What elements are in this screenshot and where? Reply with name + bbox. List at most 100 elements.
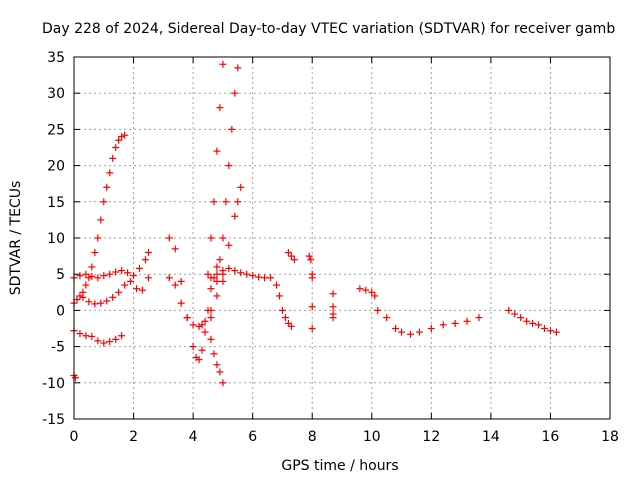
data-point	[374, 306, 382, 314]
data-point	[88, 332, 96, 340]
series-drop-7h	[272, 281, 295, 330]
series-band-15-16h	[505, 306, 560, 336]
data-point	[219, 379, 227, 387]
data-point	[121, 131, 129, 139]
data-point	[511, 310, 519, 318]
y-tick-label: -5	[51, 340, 65, 356]
y-tick-label: 15	[47, 195, 65, 211]
data-point	[237, 269, 245, 277]
data-point	[213, 147, 221, 155]
data-point	[284, 248, 292, 256]
data-point	[329, 303, 337, 311]
data-point	[88, 263, 96, 271]
data-point	[207, 274, 215, 282]
data-point	[106, 169, 114, 177]
data-point	[463, 317, 471, 325]
data-point	[517, 314, 525, 322]
data-point	[219, 277, 227, 285]
data-point	[290, 256, 298, 264]
data-point	[106, 338, 114, 346]
data-point	[109, 154, 117, 162]
x-tick-label: 16	[542, 429, 560, 445]
data-point	[189, 343, 197, 351]
data-point	[183, 314, 191, 322]
data-point	[76, 272, 84, 280]
x-tick-label: 2	[129, 429, 138, 445]
data-point	[272, 281, 280, 289]
y-tick-label: 20	[47, 159, 65, 175]
data-point	[406, 330, 414, 338]
series-spike-down	[207, 335, 227, 387]
data-point	[115, 136, 123, 144]
data-point	[115, 288, 123, 296]
data-point	[398, 328, 406, 336]
data-point	[207, 314, 215, 322]
x-tick-label: 4	[189, 429, 198, 445]
data-point	[219, 267, 227, 275]
data-point	[281, 314, 289, 322]
x-tick-label: 18	[601, 429, 619, 445]
data-point	[141, 256, 149, 264]
series-points-7h	[284, 248, 298, 264]
x-tick-label: 0	[70, 429, 79, 445]
data-point	[79, 293, 87, 301]
data-point	[249, 272, 257, 280]
data-point	[216, 256, 224, 264]
data-point	[255, 273, 263, 281]
data-point	[278, 306, 286, 314]
data-point	[329, 290, 337, 298]
data-point	[195, 356, 203, 364]
y-tick-label: 35	[47, 50, 65, 66]
data-point	[231, 267, 239, 275]
data-point	[121, 281, 129, 289]
data-point	[82, 332, 90, 340]
y-tick-label: 0	[56, 303, 65, 319]
data-point	[100, 272, 108, 280]
data-point	[213, 263, 221, 271]
x-tick-label: 12	[422, 429, 440, 445]
series-low-arc-early	[79, 274, 152, 308]
series-arc-4h	[165, 274, 227, 330]
data-point	[225, 162, 233, 170]
data-point	[237, 183, 245, 191]
data-point	[234, 198, 242, 206]
grid-lines	[74, 57, 610, 419]
data-point	[201, 317, 209, 325]
data-point	[85, 274, 93, 282]
data-point	[216, 368, 224, 376]
data-point	[213, 292, 221, 300]
data-point	[204, 270, 212, 278]
x-tick-label: 8	[308, 429, 317, 445]
data-point	[82, 281, 90, 289]
data-point	[427, 325, 435, 332]
data-point	[144, 248, 152, 256]
data-point	[198, 321, 206, 329]
data-point	[82, 270, 90, 278]
data-point	[106, 270, 114, 278]
series-outlier-early	[70, 372, 79, 382]
data-point	[307, 256, 315, 264]
data-point	[94, 337, 102, 345]
data-point	[201, 328, 209, 336]
data-point	[540, 325, 548, 332]
data-point	[207, 234, 215, 242]
data-point	[243, 270, 251, 278]
series-column-8h	[305, 252, 316, 332]
data-point	[523, 317, 531, 325]
series-steep-to-33	[207, 64, 242, 322]
series-steep-to-34	[198, 60, 227, 329]
data-point	[73, 296, 81, 304]
data-point	[475, 314, 483, 322]
data-point	[267, 274, 275, 282]
data-point	[329, 314, 337, 322]
series-negative-early	[70, 327, 126, 347]
data-point	[130, 272, 138, 280]
data-point	[213, 361, 221, 369]
series-column-8-5h	[329, 290, 337, 322]
data-point	[100, 198, 108, 206]
y-tick-label: 25	[47, 122, 65, 138]
x-tick-label: 6	[248, 429, 257, 445]
data-point	[415, 328, 423, 336]
data-point	[231, 89, 239, 97]
